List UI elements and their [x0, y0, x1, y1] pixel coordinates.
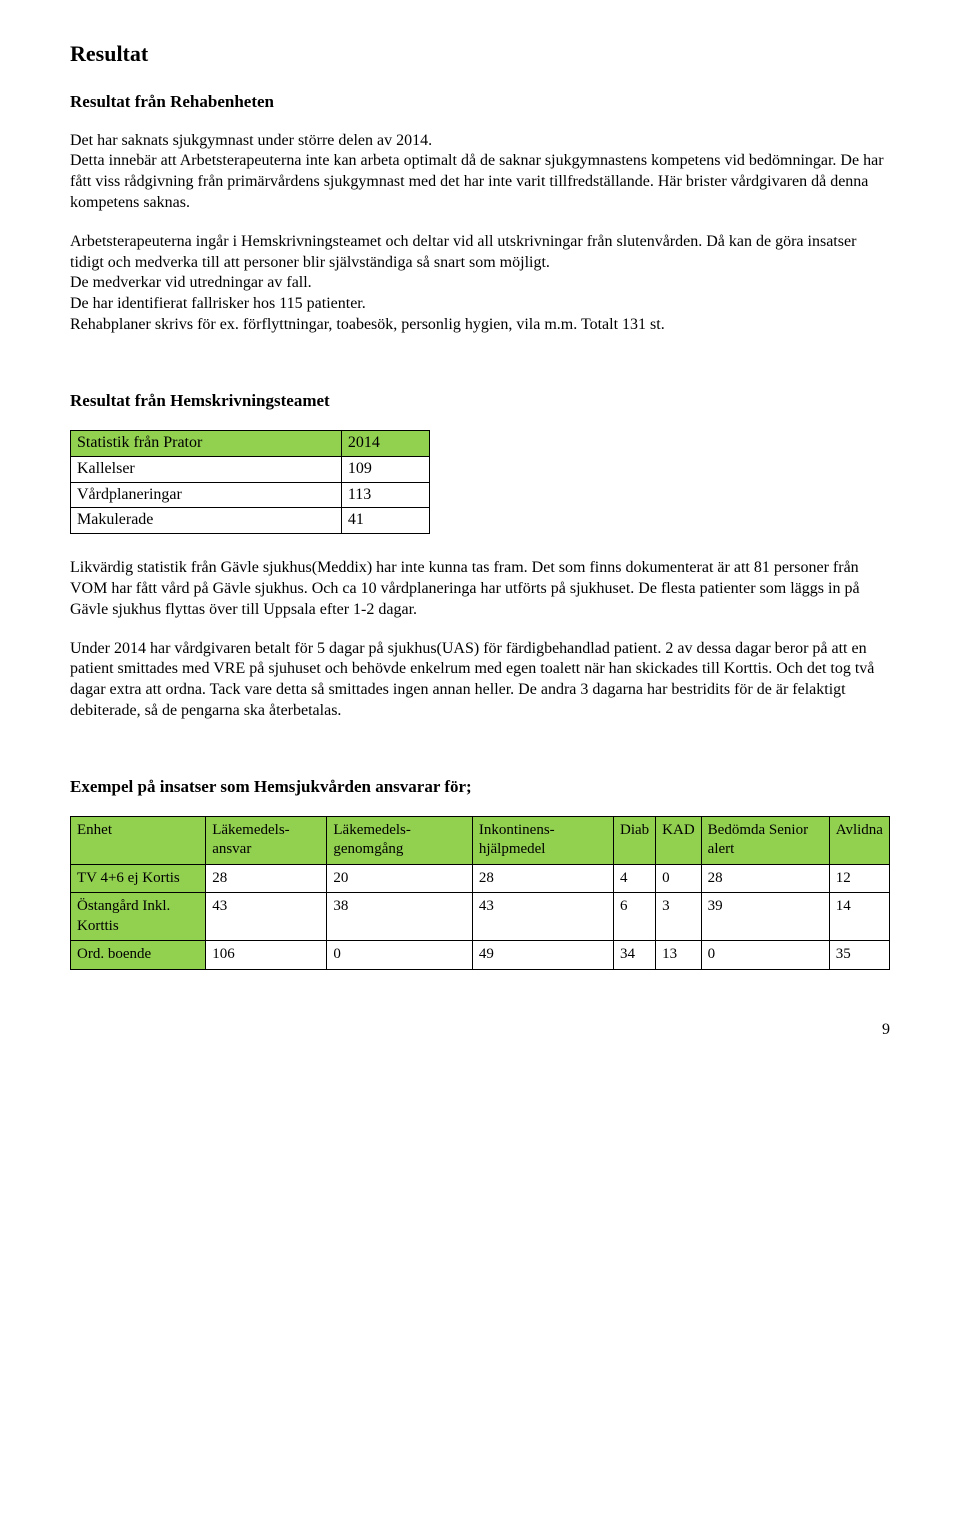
- cell: 43: [472, 893, 613, 941]
- table-row: TV 4+6 ej Kortis 28 20 28 4 0 28 12: [71, 864, 890, 893]
- cell: 0: [701, 941, 829, 970]
- section1-p3: Arbetsterapeuterna ingår i Hemskrivnings…: [70, 232, 890, 274]
- section1-p6: Rehabplaner skrivs för ex. förflyttninga…: [70, 315, 890, 336]
- col-lakemedels-ansvar: Läkemedels-ansvar: [206, 816, 327, 864]
- cell: 28: [472, 864, 613, 893]
- page-number: 9: [70, 1020, 890, 1041]
- table-row: Östangård Inkl. Korttis 43 38 43 6 3 39 …: [71, 893, 890, 941]
- row-label: Östangård Inkl. Korttis: [71, 893, 206, 941]
- cell: 4: [614, 864, 656, 893]
- cell: 20: [327, 864, 472, 893]
- row-label: Ord. boende: [71, 941, 206, 970]
- cell: 14: [829, 893, 889, 941]
- stats-cell: 113: [341, 482, 429, 508]
- stats-cell: Makulerade: [71, 508, 342, 534]
- cell: 6: [614, 893, 656, 941]
- col-enhet: Enhet: [71, 816, 206, 864]
- table-row: Kallelser 109: [71, 456, 430, 482]
- section1-p4: De medverkar vid utredningar av fall.: [70, 273, 890, 294]
- section3-title: Exempel på insatser som Hemsjukvården an…: [70, 776, 890, 798]
- insatser-table: Enhet Läkemedels-ansvar Läkemedels-genom…: [70, 816, 890, 970]
- cell: 3: [656, 893, 702, 941]
- cell: 28: [701, 864, 829, 893]
- stats-cell: Kallelser: [71, 456, 342, 482]
- stats-header-1: 2014: [341, 430, 429, 456]
- col-inkontinens: Inkontinens-hjälpmedel: [472, 816, 613, 864]
- row-label: TV 4+6 ej Kortis: [71, 864, 206, 893]
- cell: 0: [327, 941, 472, 970]
- table-row: Vårdplaneringar 113: [71, 482, 430, 508]
- stats-table: Statistik från Prator 2014 Kallelser 109…: [70, 430, 430, 534]
- cell: 38: [327, 893, 472, 941]
- cell: 106: [206, 941, 327, 970]
- section1-p2: Detta innebär att Arbetsterapeuterna int…: [70, 151, 890, 213]
- stats-cell: Vårdplaneringar: [71, 482, 342, 508]
- cell: 35: [829, 941, 889, 970]
- col-senior-alert: Bedömda Senior alert: [701, 816, 829, 864]
- stats-cell: 41: [341, 508, 429, 534]
- col-kad: KAD: [656, 816, 702, 864]
- section2-p1: Likvärdig statistik från Gävle sjukhus(M…: [70, 558, 890, 620]
- cell: 12: [829, 864, 889, 893]
- section1-title: Resultat från Rehabenheten: [70, 91, 890, 113]
- page-title: Resultat: [70, 40, 890, 69]
- col-avlidna: Avlidna: [829, 816, 889, 864]
- section1-p5: De har identifierat fallrisker hos 115 p…: [70, 294, 890, 315]
- section2-title: Resultat från Hemskrivningsteamet: [70, 390, 890, 412]
- stats-header-0: Statistik från Prator: [71, 430, 342, 456]
- stats-cell: 109: [341, 456, 429, 482]
- cell: 34: [614, 941, 656, 970]
- section1-p1: Det har saknats sjukgymnast under större…: [70, 131, 890, 152]
- table-row: Makulerade 41: [71, 508, 430, 534]
- cell: 39: [701, 893, 829, 941]
- section2-p2: Under 2014 har vårdgivaren betalt för 5 …: [70, 639, 890, 722]
- col-diab: Diab: [614, 816, 656, 864]
- cell: 13: [656, 941, 702, 970]
- cell: 43: [206, 893, 327, 941]
- cell: 0: [656, 864, 702, 893]
- table-row: Ord. boende 106 0 49 34 13 0 35: [71, 941, 890, 970]
- col-lakemedels-genomgang: Läkemedels-genomgång: [327, 816, 472, 864]
- cell: 49: [472, 941, 613, 970]
- cell: 28: [206, 864, 327, 893]
